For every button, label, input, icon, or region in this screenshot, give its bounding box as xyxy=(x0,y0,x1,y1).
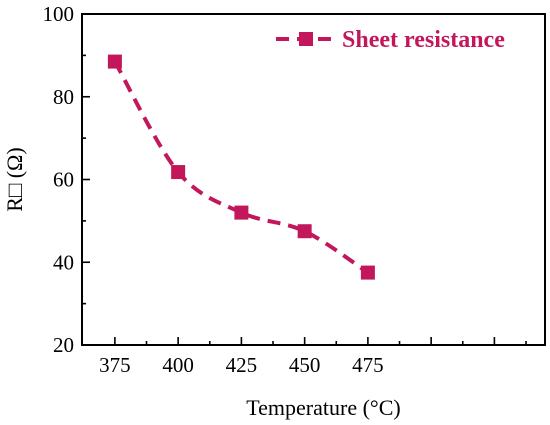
x-tick-label: 400 xyxy=(162,353,194,377)
axes xyxy=(81,13,546,346)
y-tick-label: 100 xyxy=(43,2,75,26)
x-tick-label: 450 xyxy=(289,353,321,377)
legend-label: Sheet resistance xyxy=(342,27,505,53)
data-point xyxy=(171,165,186,180)
series-group xyxy=(107,54,375,280)
x-tick-label: 475 xyxy=(352,353,384,377)
x-tick-label: 425 xyxy=(226,353,258,377)
legend-marker xyxy=(299,32,313,46)
y-tick-label: 60 xyxy=(53,168,74,192)
ticks: 20 40 60 80 100 375 400 425 450 475 xyxy=(43,2,527,377)
x-tick-label: 375 xyxy=(99,353,131,377)
y-tick-label: 80 xyxy=(53,85,74,109)
plot-frame xyxy=(81,13,546,346)
data-point xyxy=(360,265,375,280)
series-line xyxy=(113,60,369,275)
axis-titles: Temperature (°C) R□ (Ω) xyxy=(2,147,401,420)
legend: Sheet resistance xyxy=(276,27,505,53)
data-point xyxy=(234,205,249,220)
x-axis-title: Temperature (°C) xyxy=(246,395,400,420)
y-tick-label: 20 xyxy=(53,333,74,357)
y-tick-label: 40 xyxy=(53,250,74,274)
data-point xyxy=(107,54,122,69)
data-point xyxy=(297,224,312,239)
y-axis-title: R□ (Ω) xyxy=(2,147,27,211)
